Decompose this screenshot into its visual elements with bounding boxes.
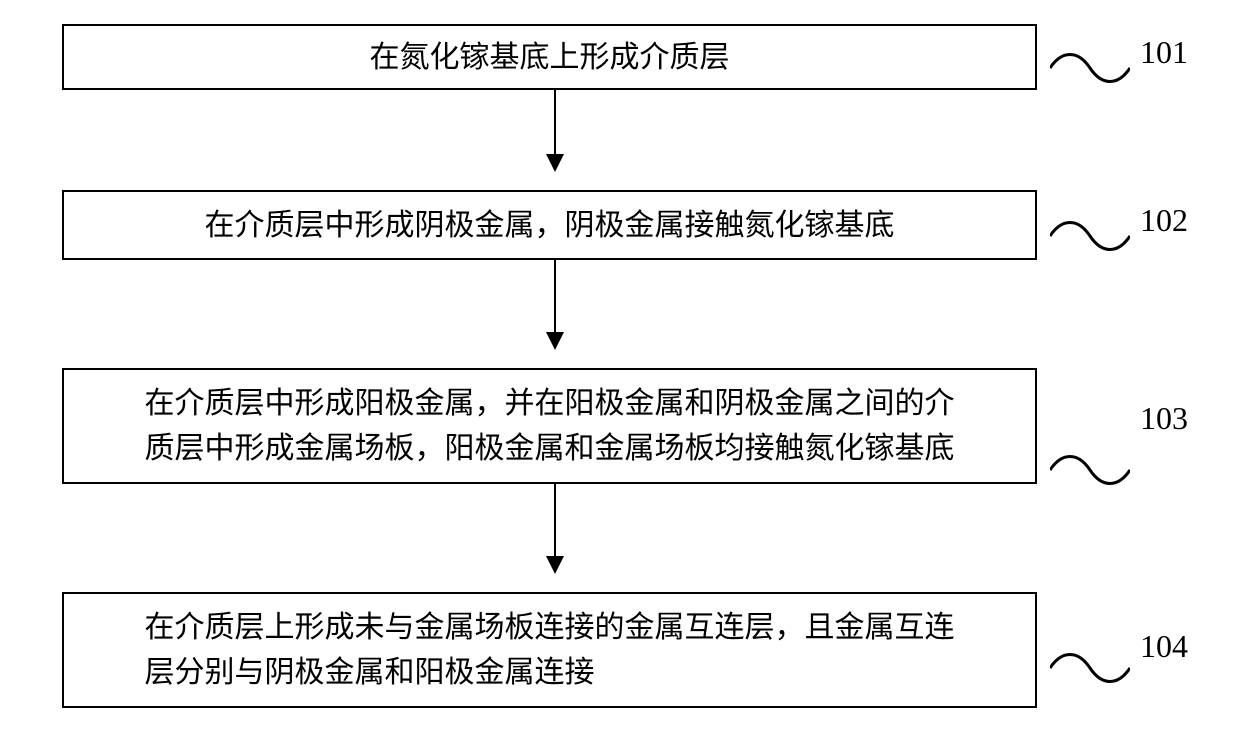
tilde-icon xyxy=(1050,648,1130,688)
arrow-103-104 xyxy=(546,484,564,574)
arrow-head-icon xyxy=(546,154,564,172)
arrow-head-icon xyxy=(546,556,564,574)
arrow-102-103 xyxy=(546,260,564,350)
step-label-102: 102 xyxy=(1140,202,1188,239)
arrow-line xyxy=(554,484,556,556)
step-label-101: 101 xyxy=(1140,34,1188,71)
step-box-103: 在介质层中形成阳极金属，并在阳极金属和阴极金属之间的介 质层中形成金属场板，阳极… xyxy=(62,368,1037,484)
arrow-line xyxy=(554,260,556,332)
arrow-101-102 xyxy=(546,90,564,172)
tilde-icon xyxy=(1050,450,1130,490)
step-text-101: 在氮化镓基底上形成介质层 xyxy=(360,31,740,84)
tilde-icon xyxy=(1050,216,1130,256)
flowchart-canvas: 在氮化镓基底上形成介质层 101 在介质层中形成阴极金属，阴极金属接触氮化镓基底… xyxy=(0,0,1239,740)
step-text-102: 在介质层中形成阴极金属，阴极金属接触氮化镓基底 xyxy=(195,199,905,252)
step-box-104: 在介质层上形成未与金属场板连接的金属互连层，且金属互连 层分别与阴极金属和阳极金… xyxy=(62,592,1037,708)
arrow-head-icon xyxy=(546,332,564,350)
step-label-104: 104 xyxy=(1140,628,1188,665)
step-box-101: 在氮化镓基底上形成介质层 xyxy=(62,24,1037,90)
step-text-104: 在介质层上形成未与金属场板连接的金属互连层，且金属互连 层分别与阴极金属和阳极金… xyxy=(135,601,965,699)
step-label-103: 103 xyxy=(1140,400,1188,437)
step-box-102: 在介质层中形成阴极金属，阴极金属接触氮化镓基底 xyxy=(62,190,1037,260)
step-text-103: 在介质层中形成阳极金属，并在阳极金属和阴极金属之间的介 质层中形成金属场板，阳极… xyxy=(135,377,965,475)
tilde-icon xyxy=(1050,48,1130,88)
arrow-line xyxy=(554,90,556,154)
